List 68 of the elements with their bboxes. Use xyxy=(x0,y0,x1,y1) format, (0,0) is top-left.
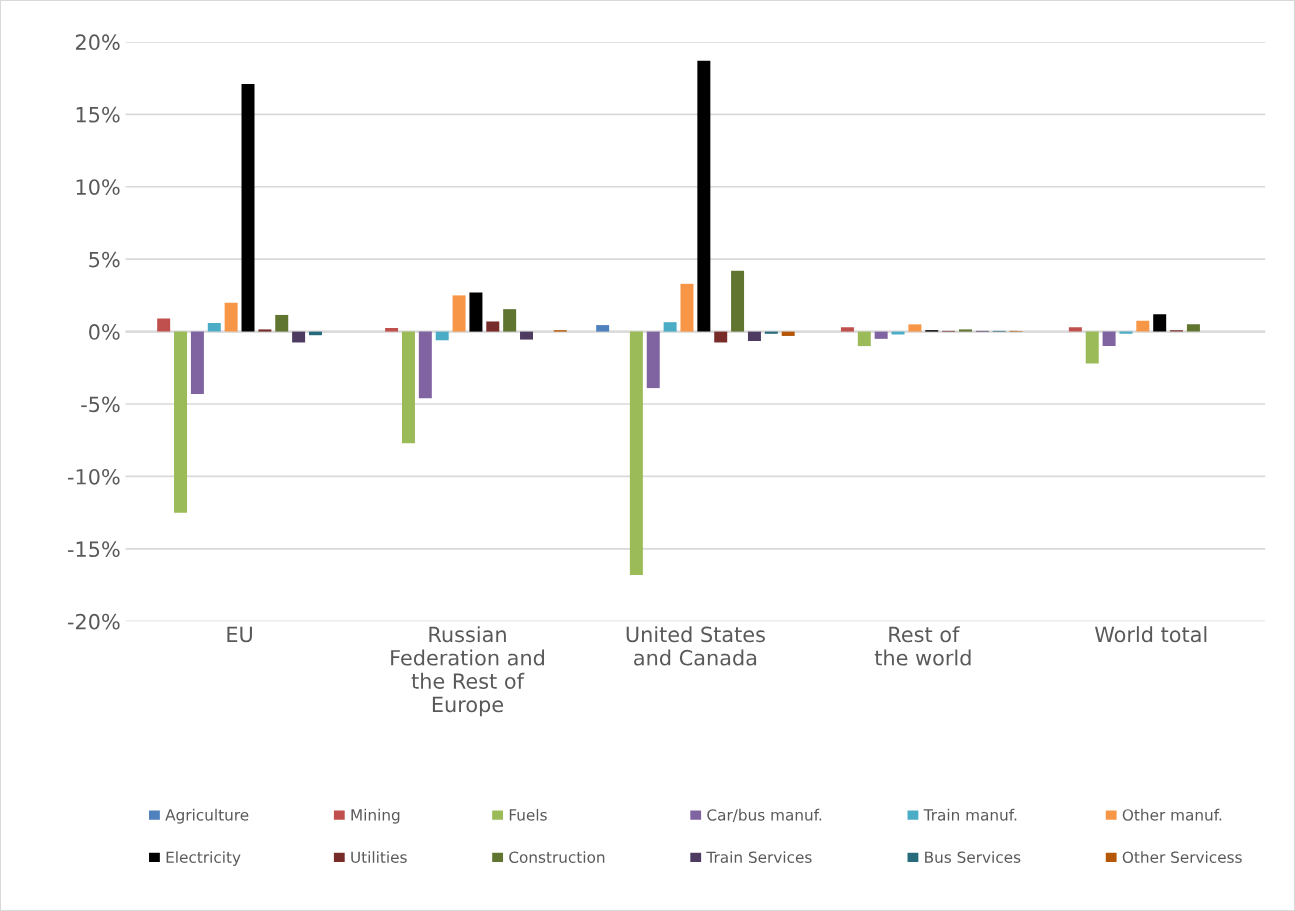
legend-label: Train manuf. xyxy=(923,808,1017,821)
bar xyxy=(1136,320,1150,332)
bar xyxy=(857,331,871,347)
bar xyxy=(891,331,905,335)
legend-label: Construction xyxy=(509,851,605,863)
bar xyxy=(207,322,221,332)
legend-label: Electricity xyxy=(166,851,241,866)
bar xyxy=(258,329,272,332)
bar xyxy=(663,322,677,332)
bar xyxy=(1186,324,1200,332)
y-tick-label: 0% xyxy=(89,324,120,340)
bar xyxy=(1102,331,1116,347)
bar xyxy=(224,302,238,332)
bar xyxy=(520,331,534,340)
legend-label: Other manuf. xyxy=(1122,808,1222,821)
bar xyxy=(241,83,255,332)
bar xyxy=(781,331,795,336)
y-tick-label: -20% xyxy=(67,613,120,630)
legend-label: Other Servicess xyxy=(1122,851,1242,863)
legend-label: Car/bus manuf. xyxy=(707,808,822,822)
bar xyxy=(840,327,854,332)
bar xyxy=(503,309,517,332)
bar xyxy=(418,331,432,399)
y-tick-label: 20% xyxy=(75,34,120,51)
y-tick-label: 5% xyxy=(89,251,120,268)
y-tick-label: -10% xyxy=(67,468,120,485)
y-tick-label: 10% xyxy=(76,179,120,195)
legend-label: Mining xyxy=(351,808,400,824)
bar xyxy=(874,331,888,339)
bar xyxy=(174,331,188,513)
bar xyxy=(908,324,922,332)
legend-label: Fuels xyxy=(509,808,547,821)
bar xyxy=(680,283,694,332)
bar xyxy=(1085,331,1099,364)
bar xyxy=(596,325,610,332)
bar xyxy=(385,327,399,332)
bar xyxy=(747,331,761,342)
legend-label: Bus Services xyxy=(925,851,1021,863)
bar xyxy=(1119,331,1133,334)
y-tick-label: -15% xyxy=(67,541,120,558)
legend-label: Train Services xyxy=(706,851,812,863)
bar xyxy=(629,331,643,575)
bar xyxy=(697,60,711,332)
y-tick-label: -5% xyxy=(81,396,120,413)
x-tick-label: United States and Canada xyxy=(626,626,765,666)
bar xyxy=(469,292,483,332)
x-tick-label: Rest of the world xyxy=(874,626,971,666)
bar xyxy=(452,295,466,332)
bar xyxy=(731,270,745,332)
x-tick-label: EU xyxy=(227,626,252,643)
y-tick-label: 15% xyxy=(76,106,120,123)
bar xyxy=(1153,314,1167,332)
bar xyxy=(959,329,972,332)
bar xyxy=(401,331,415,444)
x-tick-label: World total xyxy=(1094,626,1207,643)
bar xyxy=(714,331,728,343)
legend-label: Utilities xyxy=(351,851,407,863)
bar xyxy=(292,331,306,343)
bar xyxy=(486,321,500,332)
bar xyxy=(157,318,171,332)
bar xyxy=(646,331,660,389)
bar xyxy=(435,331,449,341)
legend-label: Agriculture xyxy=(165,808,249,824)
bar xyxy=(1068,327,1082,332)
bar xyxy=(190,331,204,394)
x-tick-label: Russian Federation and the Rest of Europe xyxy=(391,626,544,717)
bar xyxy=(275,314,289,332)
bar xyxy=(764,331,778,334)
